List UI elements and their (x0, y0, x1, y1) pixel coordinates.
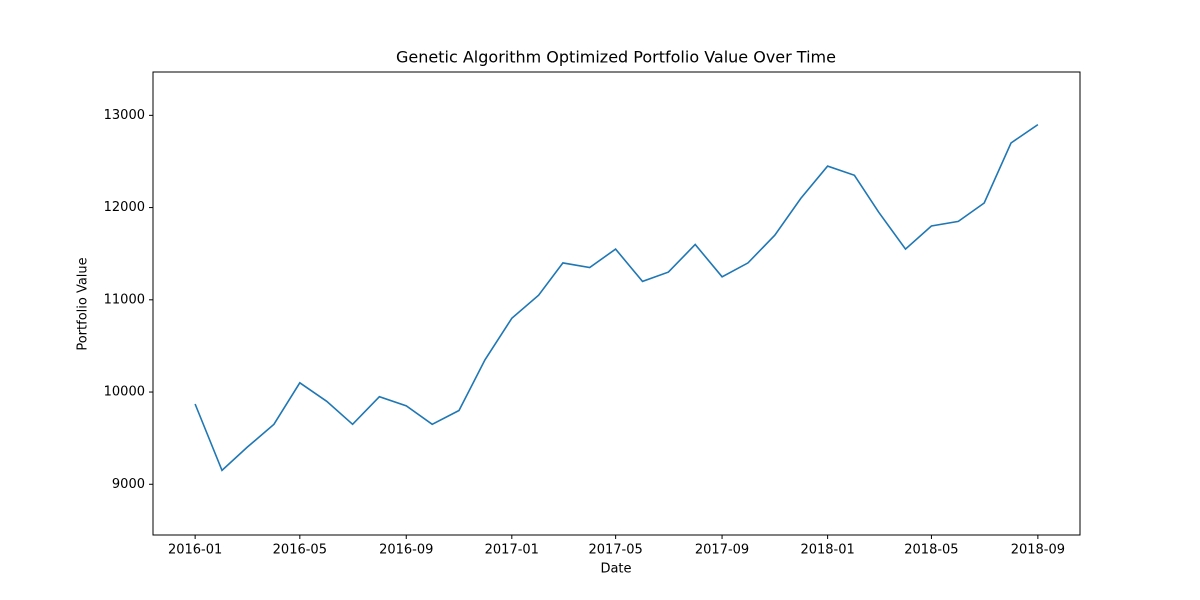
plot-frame (152, 71, 1081, 536)
x-tick-label: 2016-01 (168, 543, 222, 558)
y-tick-label: 9000 (112, 477, 145, 492)
y-tick-label: 10000 (104, 385, 145, 400)
x-tick-label: 2018-05 (904, 543, 958, 558)
x-tick-label: 2017-01 (485, 543, 539, 558)
x-tick-label: 2017-05 (588, 543, 642, 558)
x-axis-label: Date (600, 562, 631, 577)
y-tick-label: 13000 (104, 108, 145, 123)
x-tick-label: 2016-09 (379, 543, 433, 558)
y-axis-label: Portfolio Value (76, 257, 91, 350)
y-tick-label: 12000 (104, 200, 145, 215)
x-tick-label: 2016-05 (273, 543, 327, 558)
y-tick-label: 11000 (104, 292, 145, 307)
chart-title: Genetic Algorithm Optimized Portfolio Va… (396, 48, 836, 67)
x-tick-label: 2017-09 (695, 543, 749, 558)
x-tick-label: 2018-01 (800, 543, 854, 558)
x-tick-label: 2018-09 (1011, 543, 1065, 558)
line-series (194, 123, 1039, 472)
